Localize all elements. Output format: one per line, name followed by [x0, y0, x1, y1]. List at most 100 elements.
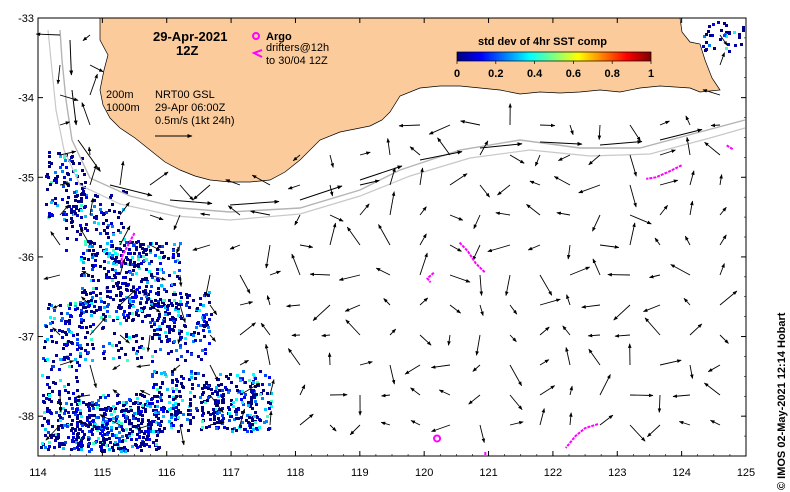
current-vector [479, 184, 490, 198]
current-vector [539, 385, 556, 396]
current-vector [539, 326, 550, 336]
current-vector [569, 412, 573, 426]
current-vector [569, 124, 574, 136]
current-vector [588, 154, 601, 166]
current-vector [71, 89, 78, 126]
current-vector [509, 394, 523, 410]
current-vector [509, 154, 525, 164]
current-vector [321, 333, 331, 338]
current-vector [592, 258, 601, 276]
current-vector [479, 424, 486, 444]
current-vector [81, 270, 91, 276]
current-vector [149, 304, 161, 313]
current-vector [678, 421, 691, 426]
current-vector [719, 290, 738, 306]
current-vector [59, 94, 79, 101]
current-vector [287, 348, 301, 366]
current-vector [200, 212, 211, 217]
current-vector [599, 139, 643, 146]
colorbar-ticks: 0 0.2 0.4 0.6 0.8 1 [454, 61, 654, 80]
argo-float-marker [433, 434, 442, 443]
current-vector [119, 201, 130, 216]
current-vector [468, 394, 481, 405]
current-vector [710, 123, 721, 128]
current-vector [419, 334, 432, 346]
current-vector [179, 304, 186, 324]
current-vector [566, 244, 571, 260]
current-vector [59, 204, 70, 216]
current-vector [689, 364, 694, 379]
current-vector [112, 364, 121, 371]
current-vector [659, 149, 676, 156]
current-vector [449, 244, 462, 252]
current-vector [56, 64, 61, 85]
current-vector [346, 226, 361, 246]
current-vector [689, 170, 695, 186]
current-vector [312, 304, 331, 321]
current-vector [419, 167, 424, 186]
x-tick-label: 117 [222, 467, 240, 479]
current-vector [509, 334, 517, 343]
current-vector [562, 325, 571, 336]
current-vector [719, 174, 723, 186]
current-vector [449, 214, 464, 221]
current-vector [409, 146, 421, 156]
current-vector [75, 394, 91, 399]
drifter-tracks [120, 144, 734, 456]
current-vector [329, 214, 344, 222]
current-vector [77, 139, 101, 172]
colorbar-title: std dev of 4hr SST comp [478, 36, 607, 48]
map-date: 29-Apr-2021 [153, 29, 227, 44]
current-vector [472, 244, 481, 261]
current-vector [239, 382, 261, 396]
current-vector [479, 304, 484, 317]
current-vector [269, 379, 275, 396]
current-vector [299, 185, 343, 201]
current-vector [509, 304, 518, 315]
drifter-track [120, 232, 136, 265]
current-vector [479, 274, 484, 296]
current-vector [614, 334, 631, 338]
current-vector [329, 424, 337, 432]
current-vector [719, 52, 725, 66]
current-vector [599, 244, 620, 249]
current-vector [659, 120, 670, 126]
current-vector [89, 164, 97, 186]
current-vector [386, 138, 391, 156]
current-vector [557, 154, 571, 162]
current-vector [689, 323, 703, 336]
current-vector [239, 301, 254, 306]
current-vector [109, 184, 153, 197]
current-vector [431, 424, 451, 432]
y-tick-label: -38 [18, 411, 34, 423]
current-vector [179, 184, 194, 201]
y-tick-label: -35 [18, 172, 34, 184]
current-vector [569, 385, 573, 396]
current-vector [419, 233, 427, 246]
current-vector [539, 408, 546, 426]
current-vector [659, 359, 682, 366]
current-vector [539, 298, 561, 306]
current-vector [449, 274, 471, 283]
current-vector [349, 424, 361, 436]
current-vector [327, 352, 332, 366]
current-vector [599, 374, 611, 396]
current-vector [345, 319, 361, 336]
current-vector [509, 364, 522, 387]
current-vector [565, 347, 571, 366]
current-vector [172, 364, 181, 372]
current-vector [719, 206, 727, 216]
current-vector [449, 173, 468, 186]
current-vector [419, 206, 427, 216]
current-vector [389, 328, 397, 336]
current-vector [553, 176, 571, 186]
current-vector [597, 124, 602, 141]
current-vector [359, 361, 373, 366]
current-vector [719, 334, 729, 344]
current-vector [707, 364, 721, 373]
current-vector [79, 227, 91, 246]
current-vector [659, 205, 668, 216]
current-vector [659, 128, 703, 141]
product-name: NRT00 GSL [155, 89, 215, 101]
